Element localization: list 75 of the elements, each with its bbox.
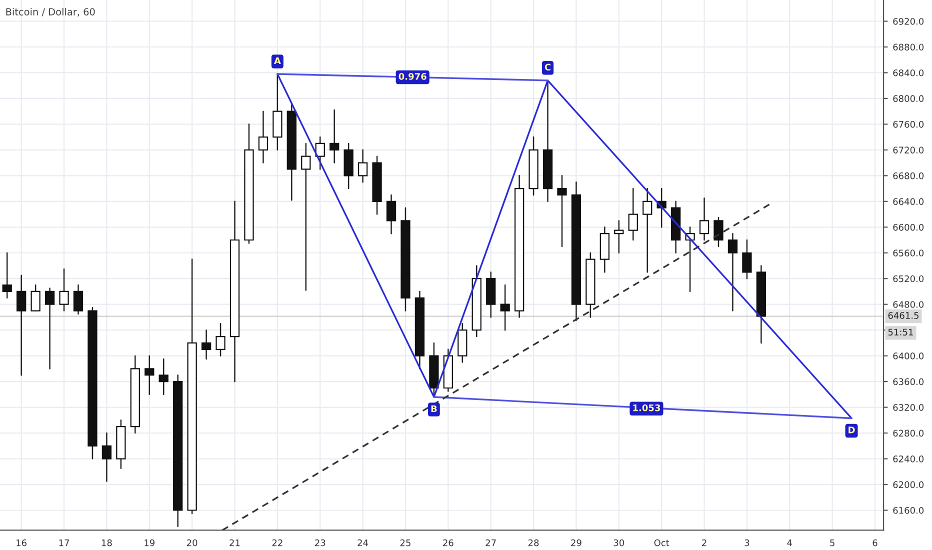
y-tick-label: 6320.0 xyxy=(893,404,924,411)
x-tick-label: 21 xyxy=(230,539,240,546)
x-tick-label: 18 xyxy=(102,539,112,546)
y-tick-label: 6880.0 xyxy=(893,44,924,51)
ref-line-label: 6461.5 xyxy=(888,312,919,319)
x-tick-label: 3 xyxy=(744,539,750,546)
x-tick-label: 28 xyxy=(528,539,539,546)
annotation: 0.976 xyxy=(398,73,426,80)
y-tick-label: 6520.0 xyxy=(893,275,924,282)
candlestick xyxy=(742,239,752,280)
y-tick-label: 6600.0 xyxy=(893,224,924,231)
candlestick xyxy=(59,268,69,312)
candlestick xyxy=(728,232,738,312)
y-tick-label: 6240.0 xyxy=(893,456,924,462)
candlestick xyxy=(301,142,311,291)
candlestick xyxy=(315,136,325,170)
x-tick-label: 24 xyxy=(358,539,368,546)
x-tick-label: Oct xyxy=(654,539,670,546)
x-tick-label: 20 xyxy=(186,539,198,546)
x-tick-label: 2 xyxy=(702,539,706,546)
candlestick xyxy=(2,252,12,299)
x-tick-label: 26 xyxy=(443,539,454,546)
y-tick-label: 6760.0 xyxy=(893,120,924,128)
candlestick xyxy=(614,220,624,254)
candlestick xyxy=(500,284,510,331)
candlestick xyxy=(30,284,40,312)
y-tick-label: 6640.0 xyxy=(893,198,924,205)
text: 51:51 xyxy=(888,328,913,336)
y-tick-label: 6800.0 xyxy=(893,95,924,102)
annotation: D xyxy=(848,426,855,434)
candlestick xyxy=(216,323,226,356)
candlestick xyxy=(258,110,268,164)
x-tick-label: 6 xyxy=(872,539,878,546)
x-tick-label: 5 xyxy=(830,540,834,546)
y-tick-label: 6400.0 xyxy=(893,352,924,360)
y-tick-label: 6280.0 xyxy=(893,430,924,437)
annotation: 1.053 xyxy=(633,404,660,412)
y-tick-label: 6720.0 xyxy=(893,146,924,154)
y-tick-label: 6160.0 xyxy=(893,506,924,514)
candlestick xyxy=(44,288,55,370)
candlestick xyxy=(330,109,340,164)
y-tick-label: 6840.0 xyxy=(893,69,924,76)
candlestick xyxy=(73,284,84,315)
x-tick-label: 17 xyxy=(59,540,69,546)
candlestick xyxy=(642,188,652,273)
x-tick-label: 29 xyxy=(571,539,582,546)
x-tick-label: 22 xyxy=(272,539,282,546)
candlestick xyxy=(699,198,710,241)
x-tick-label: 19 xyxy=(144,539,154,546)
annotation: B xyxy=(431,405,437,412)
y-tick-label: 6920.0 xyxy=(893,18,924,25)
candlestick xyxy=(102,432,112,482)
x-tick-label: 16 xyxy=(16,539,27,546)
candlestick xyxy=(386,194,396,234)
candlestick xyxy=(158,358,168,396)
candlestick xyxy=(16,274,26,376)
annotation: C xyxy=(544,64,550,71)
y-tick-label: 6360.0 xyxy=(893,378,924,386)
y-tick-label: 6200.0 xyxy=(893,481,924,488)
x-tick-label: 30 xyxy=(614,539,624,546)
text: Bitcoin / Dollar, 60 xyxy=(6,8,95,16)
annotation: A xyxy=(274,57,281,64)
candlestick xyxy=(144,355,154,396)
candlestick xyxy=(358,149,368,183)
x-tick-label: 23 xyxy=(315,539,326,546)
candlestick xyxy=(201,329,212,360)
candlestick xyxy=(628,188,638,241)
y-tick-label: 6480.0 xyxy=(893,301,924,308)
y-tick-label: 6680.0 xyxy=(893,172,924,180)
y-tick-label: 6560.0 xyxy=(893,250,924,256)
candlestick xyxy=(714,216,724,248)
x-tick-label: 27 xyxy=(486,539,496,546)
x-tick-label: 25 xyxy=(400,539,410,546)
candlestick xyxy=(557,175,567,248)
x-tick-label: 4 xyxy=(787,540,792,546)
